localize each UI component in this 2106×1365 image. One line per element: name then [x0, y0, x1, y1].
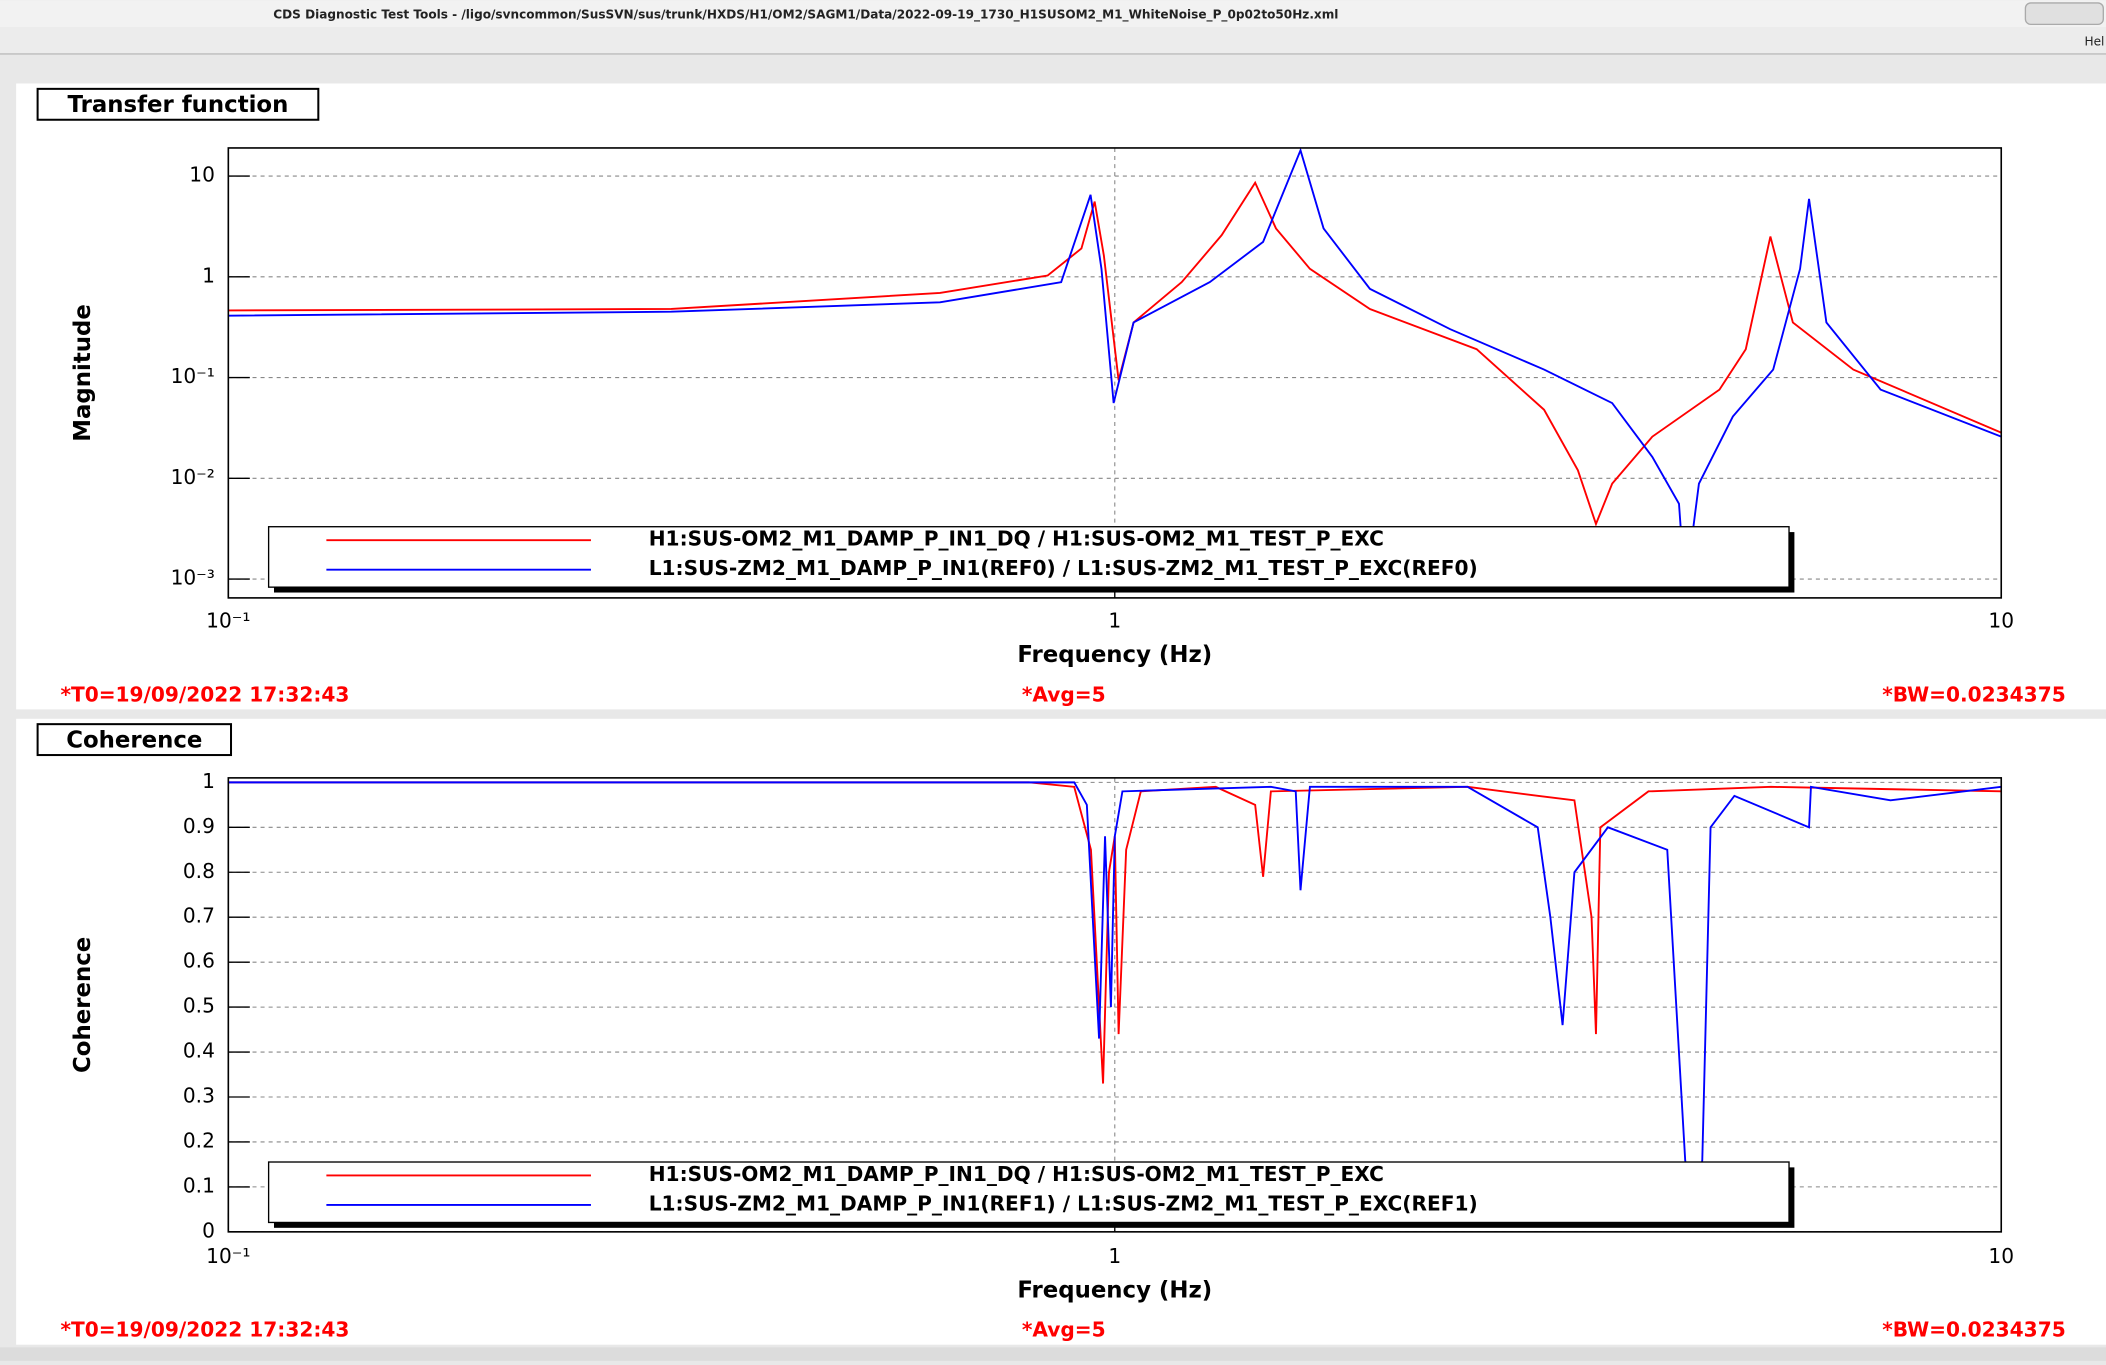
window-title: CDS Diagnostic Test Tools - /ligo/svncom… [273, 7, 1338, 22]
y-tick-label: 10⁻¹ [171, 364, 215, 388]
x-tick-label: 10⁻¹ [206, 1244, 250, 1268]
menu-help[interactable]: Hel [2085, 34, 2105, 48]
panel-title-box [36, 87, 320, 121]
x-tick-label: 10⁻¹ [206, 609, 250, 633]
footer-info: *T0=19/09/2022 17:32:43 [60, 682, 349, 706]
panel-title: Transfer function [68, 92, 289, 118]
plot-frame [227, 147, 2003, 599]
y-tick-label: 0 [202, 1218, 215, 1242]
y-tick-label: 0.5 [183, 994, 215, 1018]
x-tick-label: 10 [1988, 1244, 2014, 1268]
x-axis-title: Frequency (Hz) [1017, 1277, 1212, 1303]
footer-info: *BW=0.0234375 [1882, 1318, 2066, 1342]
status-bar [0, 1347, 2106, 1361]
series-group [228, 781, 2002, 1228]
y-axis-title: Magnitude [70, 304, 96, 442]
y-tick-label: 0.3 [183, 1084, 215, 1108]
y-tick-label: 0.9 [183, 814, 215, 838]
x-tick-label: 1 [1108, 1244, 1121, 1268]
footer-info: *BW=0.0234375 [1882, 682, 2066, 706]
plot-frame [227, 777, 2003, 1233]
y-tick-label: 0.1 [183, 1173, 215, 1197]
footer-info: *Avg=5 [1022, 682, 1106, 706]
footer-info: *T0=19/09/2022 17:32:43 [60, 1318, 349, 1342]
data-line [228, 147, 2002, 592]
y-tick-label: 0.8 [183, 859, 215, 883]
y-axis-title: Coherence [70, 937, 96, 1073]
window-controls[interactable] [2024, 2, 2104, 26]
legend-label: L1:SUS-ZM2_M1_DAMP_P_IN1(REF1) / L1:SUS-… [649, 1191, 1478, 1215]
y-tick-label: 0.6 [183, 949, 215, 973]
y-tick-label: 0.4 [183, 1039, 215, 1063]
legend-label: L1:SUS-ZM2_M1_DAMP_P_IN1(REF0) / L1:SUS-… [649, 556, 1478, 580]
panel-title: Coherence [66, 727, 202, 753]
legend-label: H1:SUS-OM2_M1_DAMP_P_IN1_DQ / H1:SUS-OM2… [649, 527, 1384, 551]
series-group [228, 147, 2002, 592]
y-tick-label: 10⁻² [171, 465, 215, 489]
data-line [228, 180, 2002, 527]
y-tick-label: 1 [202, 263, 215, 287]
y-tick-label: 10 [189, 163, 215, 187]
footer-info: *Avg=5 [1022, 1318, 1106, 1342]
y-tick-label: 0.7 [183, 904, 215, 928]
legend [267, 1161, 1790, 1224]
menu-bar [0, 27, 2106, 54]
y-tick-label: 1 [202, 769, 215, 793]
x-axis-title: Frequency (Hz) [1017, 642, 1212, 668]
legend-label: H1:SUS-OM2_M1_DAMP_P_IN1_DQ / H1:SUS-OM2… [649, 1162, 1384, 1186]
x-tick-label: 10 [1988, 609, 2014, 633]
data-line [228, 781, 2002, 1228]
y-tick-label: 10⁻³ [171, 566, 215, 590]
y-tick-label: 0.2 [183, 1128, 215, 1152]
panel-title-box [36, 723, 233, 757]
data-line [228, 781, 2002, 1084]
title-bar [0, 0, 2106, 28]
x-tick-label: 1 [1108, 609, 1121, 633]
legend [267, 526, 1790, 588]
